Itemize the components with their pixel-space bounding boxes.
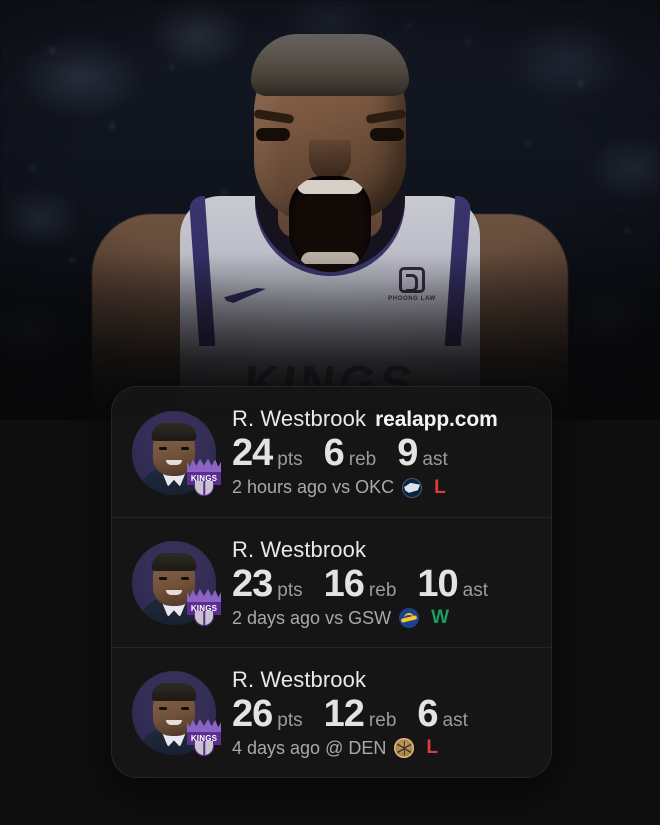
sacramento-kings-logo-icon: KINGS <box>187 719 221 757</box>
name-line: R. Westbrook <box>232 667 531 693</box>
hero-photo: PHOONG LAW KINGS <box>0 0 660 420</box>
meta-line: 2 days ago vs GSW W <box>232 607 531 629</box>
points-label: pts <box>277 449 303 471</box>
assists-label: ast <box>442 709 468 731</box>
points-label: pts <box>277 709 303 731</box>
avatar: KINGS <box>132 671 221 756</box>
result-badge: L <box>426 737 438 759</box>
headshot-hair <box>151 422 197 441</box>
headshot-eye-left <box>159 707 167 710</box>
kings-crown-shape <box>187 458 221 473</box>
headshot-smile <box>166 590 182 595</box>
player-headshot <box>132 541 216 625</box>
assists-value: 9 <box>397 432 418 475</box>
golden-state-warriors-logo-icon <box>399 608 420 629</box>
assists-label: ast <box>422 449 448 471</box>
headshot-eye-left <box>159 577 167 580</box>
kings-crown-shape <box>187 719 221 733</box>
meta-line: 4 days ago @ DEN L <box>232 737 531 759</box>
rebounds-label: reb <box>348 449 377 471</box>
rebounds-value: 6 <box>323 432 345 475</box>
avatar: KINGS <box>132 541 221 626</box>
player-name: R. Westbrook <box>232 666 367 692</box>
result-badge: W <box>431 607 450 629</box>
sacramento-kings-logo-icon: KINGS <box>187 589 221 627</box>
rebounds-value: 12 <box>323 692 365 735</box>
assists-value: 6 <box>417 692 438 735</box>
rebounds-label: reb <box>368 709 397 731</box>
points-value: 26 <box>232 692 273 735</box>
name-line: R. Westbrook <box>232 537 531 563</box>
rebounds-label: reb <box>368 579 397 601</box>
game-meta: 4 days ago @ DEN <box>232 737 387 758</box>
stat-row[interactable]: KINGS R. Westbrook 23 pts 16 reb 10 ast … <box>112 517 551 647</box>
stat-content: R. Westbrook 26 pts 12 reb 6 ast 4 days … <box>232 667 531 760</box>
stats-line: 24 pts 6 reb 9 ast <box>232 434 531 473</box>
stats-line: 26 pts 12 reb 6 ast <box>232 692 531 735</box>
kings-basketball-shape <box>194 611 214 626</box>
stat-content: R. Westbrook 23 pts 16 reb 10 ast 2 days… <box>232 537 531 630</box>
game-meta: 2 hours ago vs OKC <box>232 477 395 498</box>
hero-vignette <box>0 0 660 420</box>
game-meta: 2 days ago vs GSW <box>232 607 392 628</box>
kings-crown-shape <box>187 589 221 603</box>
points-value: 23 <box>232 562 273 605</box>
points-label: pts <box>277 579 303 601</box>
stat-card: KINGS R. Westbrook realapp.com 24 pts 6 … <box>111 386 552 778</box>
headshot-eye-right <box>181 707 189 710</box>
stats-line: 23 pts 16 reb 10 ast <box>232 562 531 605</box>
headshot-smile <box>166 720 182 725</box>
headshot-eye-left <box>159 446 167 450</box>
headshot-smile <box>166 459 182 465</box>
stat-row[interactable]: KINGS R. Westbrook 26 pts 12 reb 6 ast 4 <box>112 647 551 777</box>
headshot-hair <box>151 683 197 701</box>
headshot-eye-right <box>181 446 189 450</box>
watermark: realapp.com <box>375 408 498 432</box>
meta-line: 2 hours ago vs OKC L <box>232 477 531 499</box>
result-badge: L <box>434 476 446 498</box>
name-line: R. Westbrook realapp.com <box>232 406 531 432</box>
avatar: KINGS <box>132 410 221 496</box>
headshot-eye-right <box>181 577 189 580</box>
kings-basketball-shape <box>194 480 214 496</box>
player-name: R. Westbrook <box>232 406 367 432</box>
kings-basketball-shape <box>194 741 214 756</box>
rebounds-value: 16 <box>323 562 365 605</box>
sacramento-kings-logo-icon: KINGS <box>187 458 221 497</box>
headshot-hair <box>151 553 197 571</box>
assists-label: ast <box>462 579 489 601</box>
stat-row[interactable]: KINGS R. Westbrook realapp.com 24 pts 6 … <box>112 387 551 517</box>
player-headshot <box>132 671 216 755</box>
stat-content: R. Westbrook realapp.com 24 pts 6 reb 9 … <box>232 406 531 499</box>
denver-nuggets-logo-icon <box>394 738 415 759</box>
assists-value: 10 <box>417 562 458 605</box>
points-value: 24 <box>232 432 273 475</box>
okc-thunder-logo-icon <box>402 477 423 498</box>
player-name: R. Westbrook <box>232 536 367 562</box>
